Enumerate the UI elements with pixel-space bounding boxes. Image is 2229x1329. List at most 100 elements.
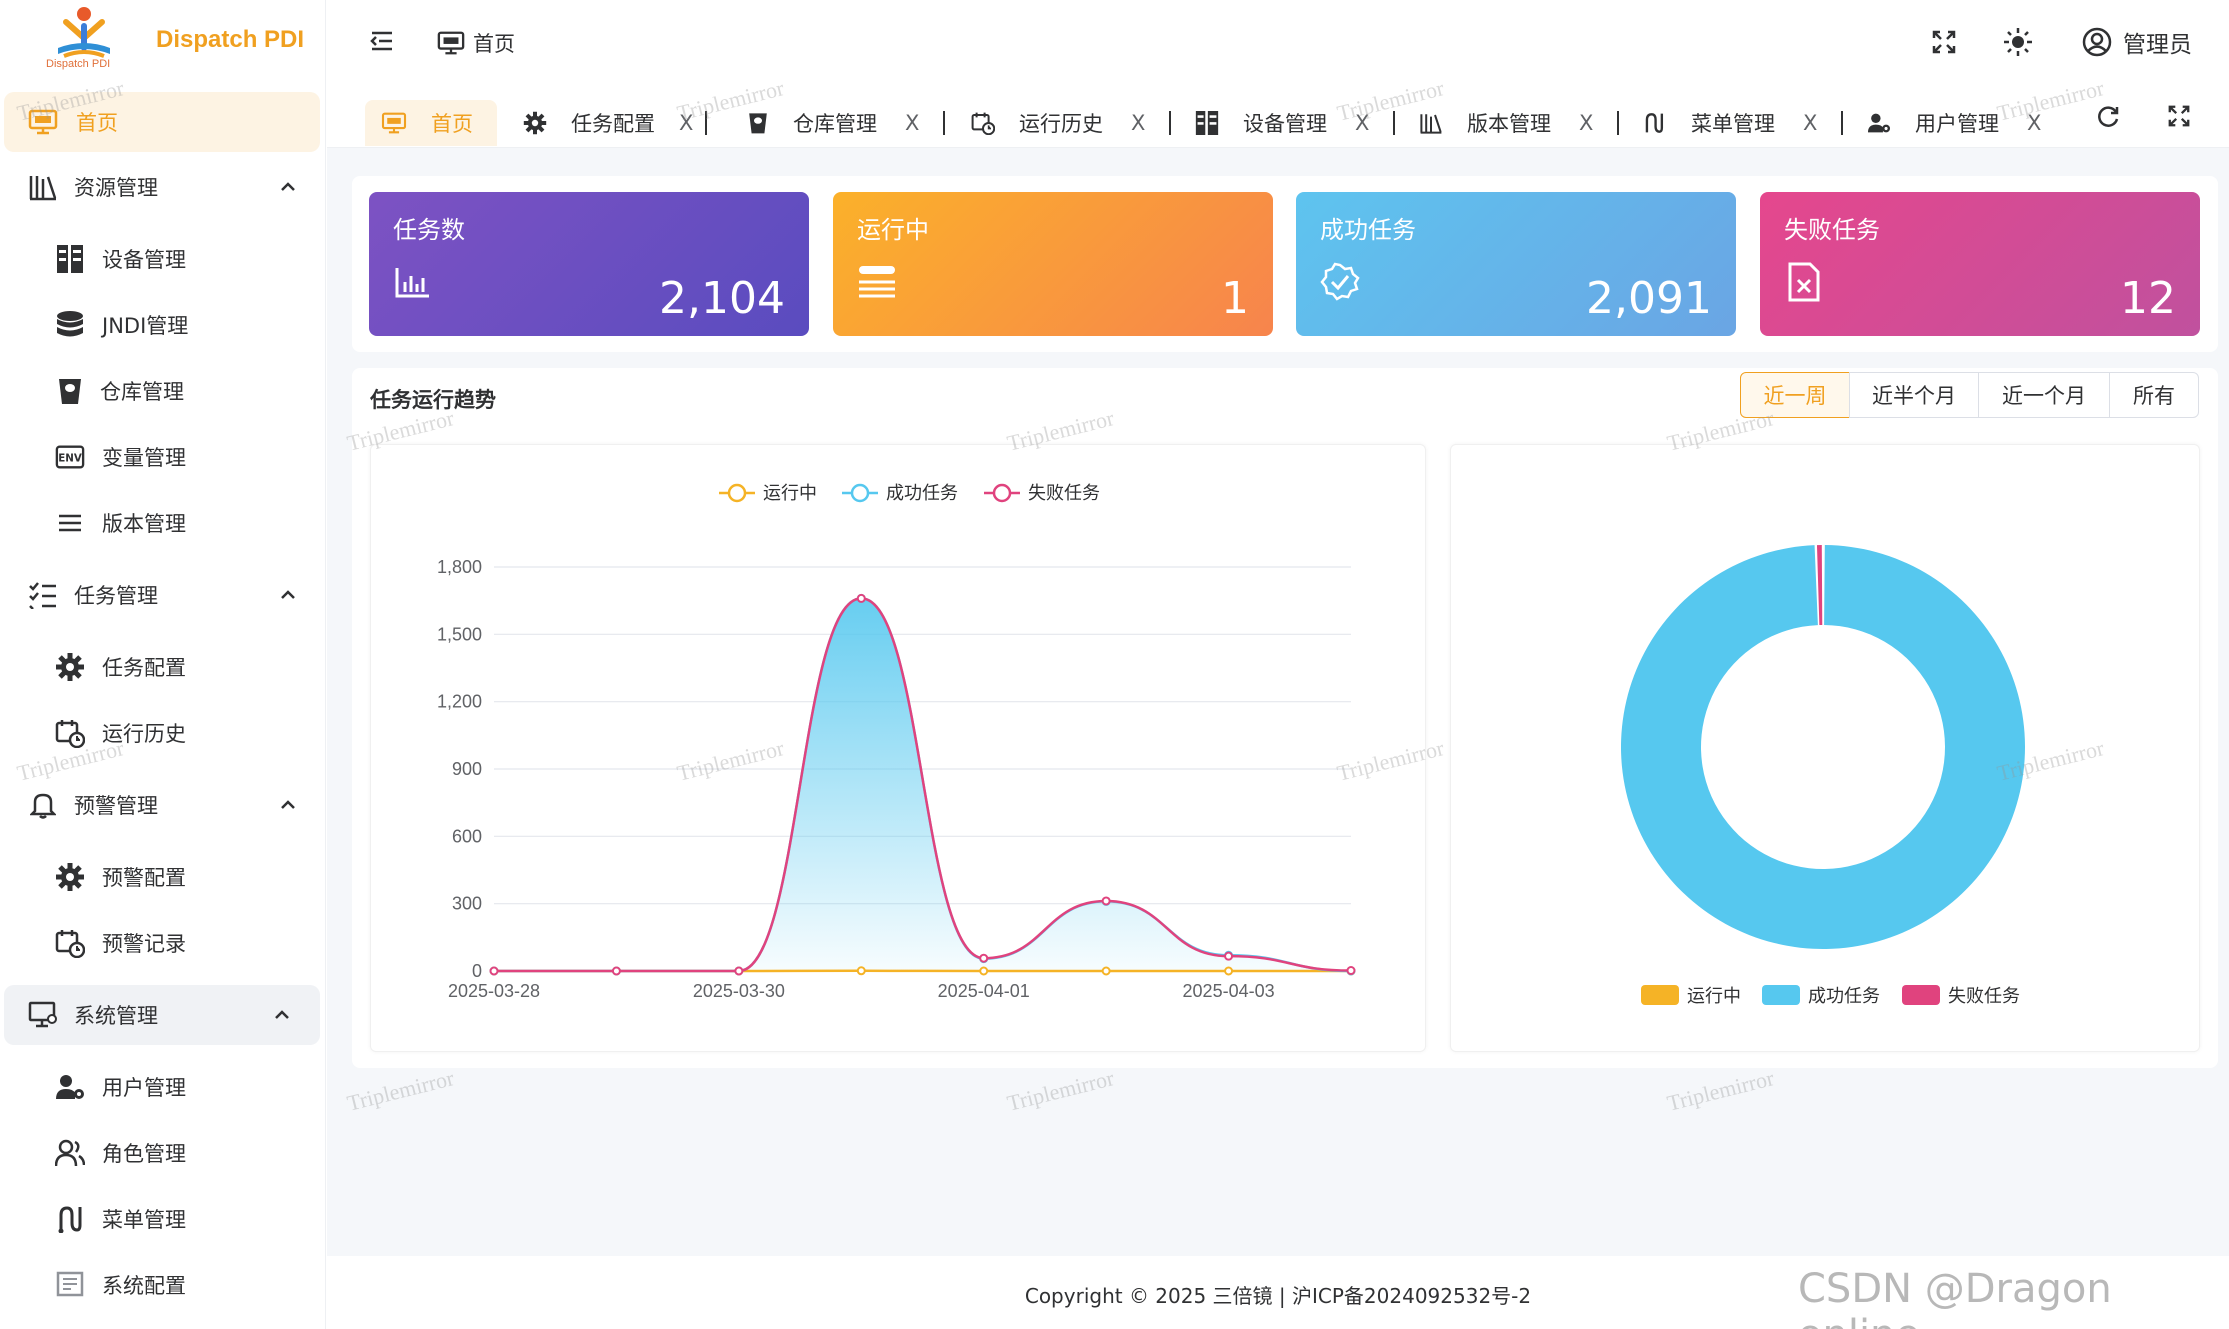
tab-close-button[interactable]: X bbox=[1131, 111, 1146, 135]
legend-marker bbox=[850, 483, 870, 503]
library-icon bbox=[1420, 114, 1442, 134]
tab-home[interactable]: 首页 bbox=[365, 100, 497, 146]
user-menu[interactable]: 管理员 bbox=[2081, 25, 2192, 59]
sidebar-group-system[interactable]: 系统管理 bbox=[4, 985, 320, 1045]
fullscreen-button[interactable] bbox=[1931, 29, 1957, 55]
refresh-icon bbox=[2098, 106, 2119, 127]
stat-value: 2,091 bbox=[1586, 273, 1712, 324]
tab-menus[interactable]: 菜单管理 X bbox=[1643, 100, 1869, 146]
tab-label: 首页 bbox=[431, 112, 473, 136]
data-point bbox=[1101, 896, 1111, 906]
tab-task-config[interactable]: 任务配置 X bbox=[523, 100, 749, 146]
bell-icon bbox=[28, 790, 58, 820]
tab-close-button[interactable]: X bbox=[905, 111, 920, 135]
donut-chart-panel: 运行中 成功任务 失败任务 bbox=[1450, 444, 2200, 1052]
collapse-sidebar-button[interactable] bbox=[369, 28, 395, 54]
data-point bbox=[1101, 966, 1111, 976]
route-icon bbox=[55, 1204, 85, 1234]
bucket-icon bbox=[55, 376, 85, 406]
sidebar-item-jndi[interactable]: JNDI管理 bbox=[0, 295, 326, 355]
tab-separator bbox=[943, 111, 945, 135]
sidebar-item-label: 仓库管理 bbox=[100, 380, 184, 404]
sidebar-item-system-config[interactable]: 系统配置 bbox=[0, 1255, 326, 1315]
data-point bbox=[734, 966, 744, 976]
tab-fullscreen-button[interactable] bbox=[2167, 104, 2191, 128]
gear-icon bbox=[523, 111, 547, 135]
sidebar-item-alert-config[interactable]: 预警配置 bbox=[0, 847, 326, 907]
range-month-button[interactable]: 近一个月 bbox=[1978, 372, 2110, 418]
sidebar-item-users[interactable]: 用户管理 bbox=[0, 1057, 326, 1117]
x-tick-label: 2025-03-28 bbox=[448, 981, 540, 1001]
sidebar-item-label: 系统配置 bbox=[102, 1274, 186, 1298]
tab-label: 运行历史 bbox=[1019, 112, 1103, 136]
tab-close-button[interactable]: X bbox=[679, 111, 694, 135]
sidebar-item-versions[interactable]: 版本管理 bbox=[0, 493, 326, 553]
tab-separator bbox=[1393, 111, 1395, 135]
range-all-button[interactable]: 所有 bbox=[2109, 372, 2199, 418]
stat-card-failed: 失败任务 12 bbox=[1760, 192, 2200, 336]
sidebar-item-label: 运行历史 bbox=[102, 722, 186, 746]
sidebar-item-task-config[interactable]: 任务配置 bbox=[0, 637, 326, 697]
tab-bar: 首页 任务配置 X 仓库管理 X 运行历史 X 设备管理 X 版本管理 X 菜单… bbox=[327, 86, 2229, 148]
tab-label: 版本管理 bbox=[1467, 112, 1551, 136]
tab-versions[interactable]: 版本管理 X bbox=[1419, 100, 1645, 146]
tab-close-button[interactable]: X bbox=[1803, 111, 1818, 135]
list-icon bbox=[55, 508, 85, 538]
tab-devices[interactable]: 设备管理 X bbox=[1195, 100, 1421, 146]
sidebar-group-alerts[interactable]: 预警管理 bbox=[0, 775, 326, 835]
user-name: 管理员 bbox=[2123, 32, 2192, 58]
stat-title: 成功任务 bbox=[1320, 216, 1416, 244]
tab-close-button[interactable]: X bbox=[2027, 111, 2042, 135]
sidebar-item-label: 首页 bbox=[76, 111, 118, 135]
y-tick-label: 300 bbox=[452, 894, 482, 914]
sidebar-group-resources[interactable]: 资源管理 bbox=[0, 157, 326, 217]
fullscreen-icon bbox=[1932, 30, 1956, 54]
home-monitor-icon bbox=[381, 112, 407, 134]
calendar-clock-icon bbox=[971, 112, 995, 135]
legend-swatch bbox=[1902, 985, 1940, 1005]
sidebar-item-menus[interactable]: 菜单管理 bbox=[0, 1189, 326, 1249]
sidebar-item-variables[interactable]: ENV 变量管理 bbox=[0, 427, 326, 487]
tab-run-history[interactable]: 运行历史 X bbox=[971, 100, 1197, 146]
stat-value: 12 bbox=[2120, 273, 2176, 324]
tab-users[interactable]: 用户管理 X bbox=[1867, 100, 2093, 146]
refresh-button[interactable] bbox=[2095, 104, 2121, 130]
users-icon bbox=[55, 1138, 85, 1168]
stat-value: 1 bbox=[1221, 273, 1249, 324]
sidebar-item-devices[interactable]: 设备管理 bbox=[0, 229, 326, 289]
sun-icon bbox=[2004, 28, 2032, 56]
sidebar-item-alert-records[interactable]: 预警记录 bbox=[0, 913, 326, 973]
tab-close-button[interactable]: X bbox=[1355, 111, 1370, 135]
tab-separator bbox=[1169, 111, 1171, 135]
legend-marker bbox=[727, 483, 747, 503]
sidebar-item-label: 变量管理 bbox=[102, 446, 186, 470]
sidebar: Dispatch PDI Dispatch PDI 首页 资源管理 设备管理 J… bbox=[0, 0, 326, 1329]
sidebar-item-label: 用户管理 bbox=[102, 1076, 186, 1100]
chevron-up-icon bbox=[281, 800, 295, 809]
menu-fold-icon bbox=[370, 31, 392, 51]
legend-label: 成功任务 bbox=[1808, 986, 1880, 1007]
theme-toggle-button[interactable] bbox=[2003, 27, 2033, 57]
chevron-up-icon bbox=[275, 1010, 289, 1019]
sidebar-item-roles[interactable]: 角色管理 bbox=[0, 1123, 326, 1183]
sidebar-group-tasks[interactable]: 任务管理 bbox=[0, 565, 326, 625]
x-tick-label: 2025-03-30 bbox=[693, 981, 785, 1001]
sidebar-item-home[interactable]: 首页 bbox=[4, 92, 320, 152]
range-week-button[interactable]: 近一周 bbox=[1740, 372, 1850, 418]
top-header: 首页 管理员 bbox=[327, 0, 2229, 86]
user-gear-icon bbox=[1868, 113, 1890, 133]
sidebar-group-label: 资源管理 bbox=[74, 176, 158, 200]
bucket-icon bbox=[749, 113, 767, 134]
sidebar-item-run-history[interactable]: 运行历史 bbox=[0, 703, 326, 763]
sidebar-item-repository[interactable]: 仓库管理 bbox=[0, 361, 326, 421]
stat-title: 运行中 bbox=[857, 216, 929, 244]
legend-label: 失败任务 bbox=[1948, 986, 2020, 1007]
range-half-month-button[interactable]: 近半个月 bbox=[1849, 372, 1979, 418]
stat-title: 失败任务 bbox=[1784, 216, 1880, 244]
monitor-gear-icon bbox=[28, 1000, 58, 1030]
stat-card-success: 成功任务 2,091 bbox=[1296, 192, 1736, 336]
tab-close-button[interactable]: X bbox=[1579, 111, 1594, 135]
tab-repository[interactable]: 仓库管理 X bbox=[747, 100, 973, 146]
legend-label: 失败任务 bbox=[1028, 483, 1100, 504]
copyright-text: Copyright © 2025 三倍镜 | 沪ICP备2024092532号-… bbox=[1024, 1284, 1532, 1308]
